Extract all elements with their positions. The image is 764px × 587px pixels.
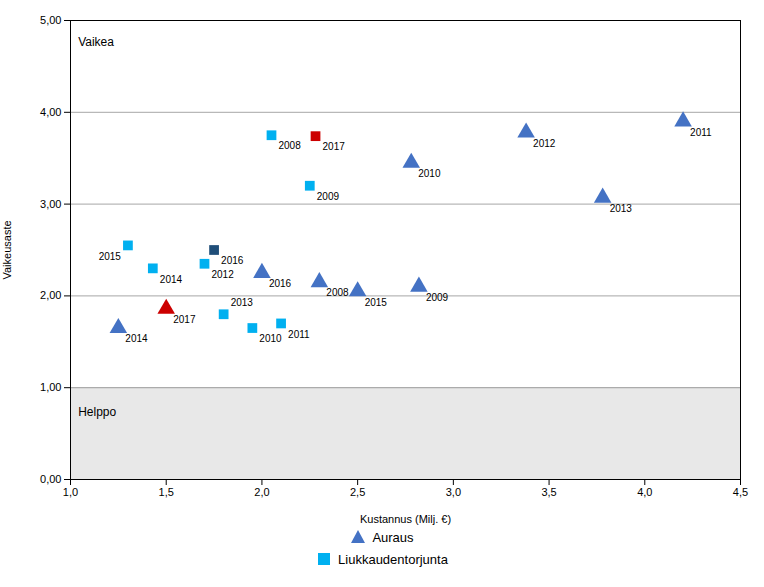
svg-text:2014: 2014 [160,274,183,285]
svg-text:2011: 2011 [288,329,310,340]
svg-text:2015: 2015 [365,297,388,308]
svg-text:3,0: 3,0 [446,486,461,498]
svg-text:2008: 2008 [279,140,302,151]
svg-text:2008: 2008 [326,287,349,298]
svg-text:1,00: 1,00 [40,381,61,393]
svg-text:2012: 2012 [533,138,556,149]
html-text:Liukkaudentorjunta: Liukkaudentorjunta [338,551,448,567]
svg-text:2009: 2009 [426,292,449,303]
svg-text:5,00: 5,00 [40,14,61,26]
svg-text:2011: 2011 [690,127,712,138]
svg-text:2,00: 2,00 [40,289,61,301]
svg-text:2010: 2010 [418,168,441,179]
svg-text:Helppo: Helppo [78,405,116,419]
svg-text:2017: 2017 [173,314,196,325]
svg-text:4,5: 4,5 [733,486,748,498]
svg-text:2010: 2010 [259,333,282,344]
svg-text:2016: 2016 [269,278,292,289]
svg-text:2012: 2012 [212,269,235,280]
svg-text:2016: 2016 [221,255,244,266]
svg-text:2013: 2013 [231,297,254,308]
html-text:Auraus: Auraus [372,529,414,545]
svg-text:4,00: 4,00 [40,106,61,118]
svg-text:Vaikeusaste: Vaikeusaste [1,220,13,279]
svg-text:Kustannus (Milj. €): Kustannus (Milj. €) [360,513,451,525]
svg-text:3,5: 3,5 [541,486,556,498]
svg-text:1,5: 1,5 [159,486,174,498]
svg-text:2017: 2017 [323,141,346,152]
svg-text:4,0: 4,0 [637,486,652,498]
svg-text:2013: 2013 [610,203,633,214]
svg-text:0,00: 0,00 [40,473,61,485]
svg-text:2,5: 2,5 [350,486,365,498]
svg-text:2009: 2009 [317,191,340,202]
svg-text:2015: 2015 [99,251,122,262]
svg-text:3,00: 3,00 [40,198,61,210]
svg-text:1,0: 1,0 [63,486,78,498]
svg-text:2014: 2014 [125,333,148,344]
svg-text:Vaikea: Vaikea [78,35,114,49]
svg-text:2,0: 2,0 [254,486,269,498]
